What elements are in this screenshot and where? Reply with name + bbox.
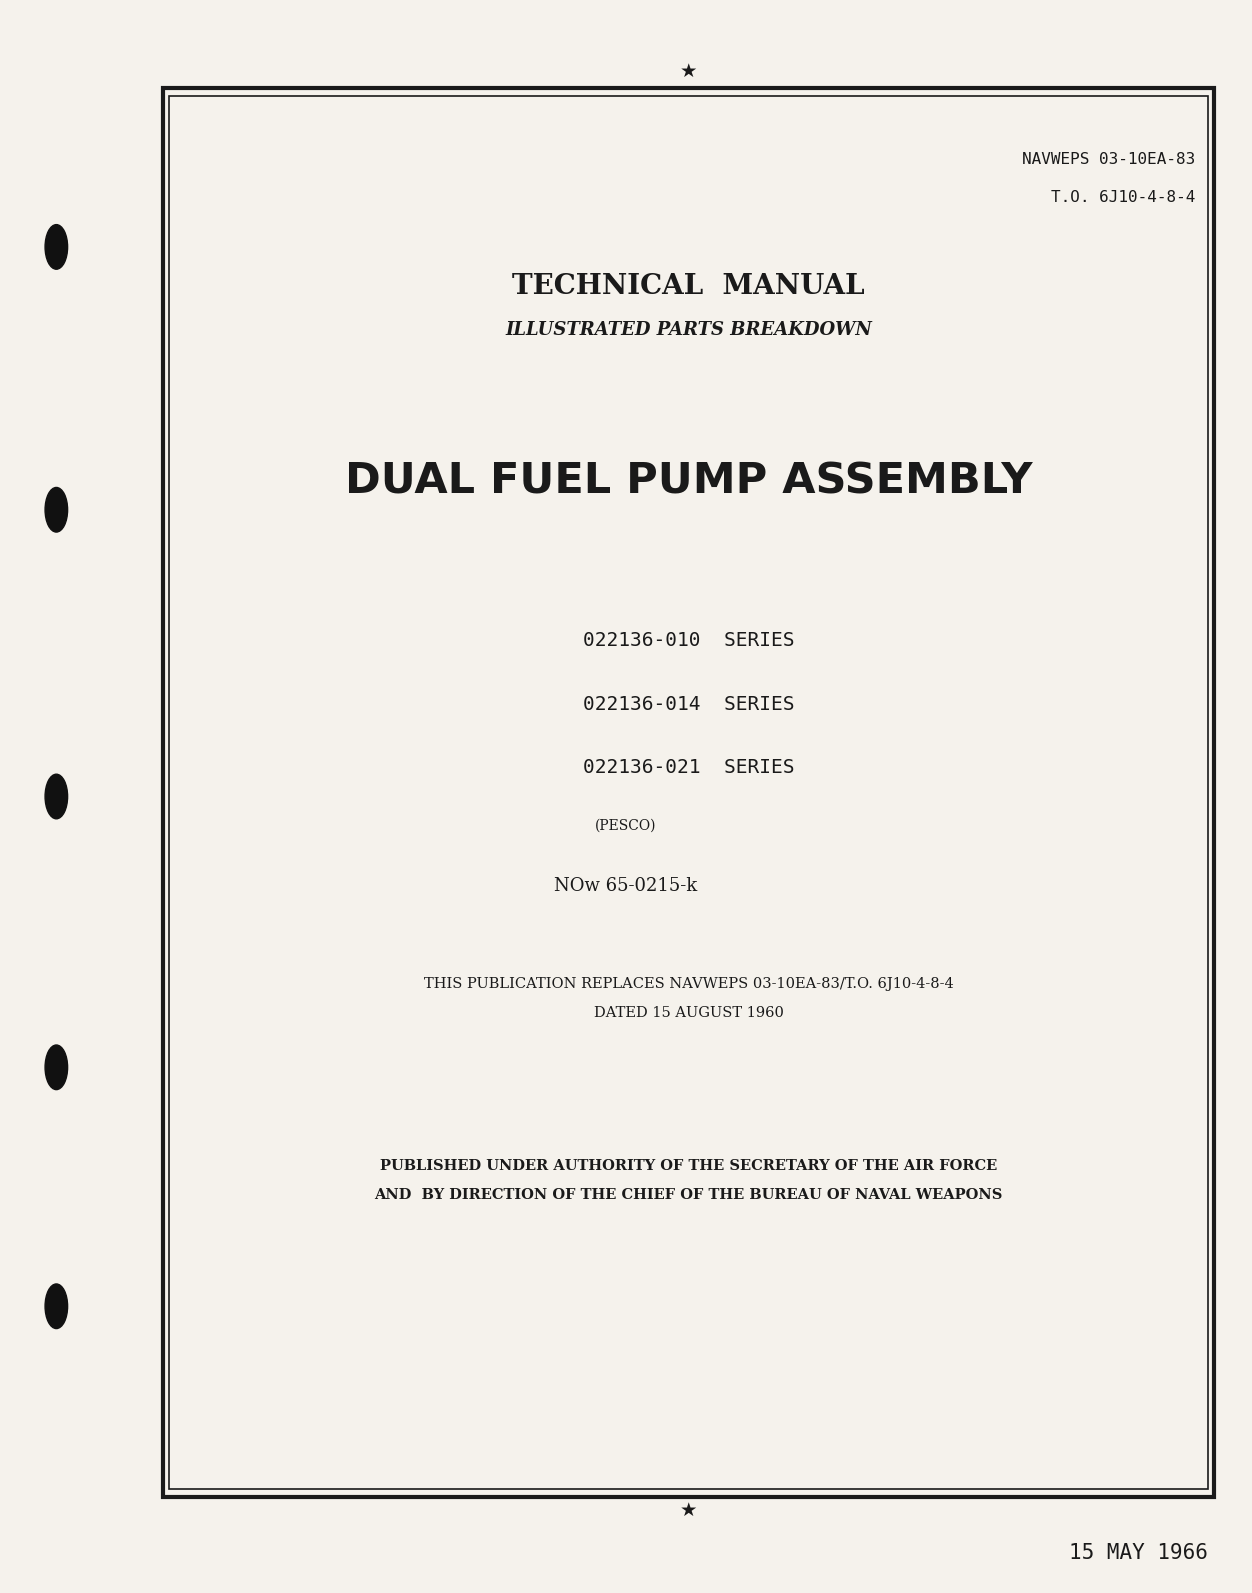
Ellipse shape (45, 487, 68, 532)
Text: 022136-021  SERIES: 022136-021 SERIES (583, 758, 794, 777)
Ellipse shape (45, 1284, 68, 1329)
Text: ILLUSTRATED PARTS BREAKDOWN: ILLUSTRATED PARTS BREAKDOWN (505, 320, 873, 339)
Text: DATED 15 AUGUST 1960: DATED 15 AUGUST 1960 (593, 1007, 784, 1020)
Ellipse shape (45, 774, 68, 819)
Text: (PESCO): (PESCO) (595, 819, 657, 832)
Text: 15 MAY 1966: 15 MAY 1966 (1069, 1544, 1208, 1563)
Text: PUBLISHED UNDER AUTHORITY OF THE SECRETARY OF THE AIR FORCE: PUBLISHED UNDER AUTHORITY OF THE SECRETA… (379, 1160, 998, 1172)
Text: AND  BY DIRECTION OF THE CHIEF OF THE BUREAU OF NAVAL WEAPONS: AND BY DIRECTION OF THE CHIEF OF THE BUR… (374, 1188, 1003, 1201)
Ellipse shape (45, 225, 68, 269)
Bar (169, 96, 1208, 1489)
Text: TECHNICAL  MANUAL: TECHNICAL MANUAL (512, 274, 865, 299)
Text: 022136-014  SERIES: 022136-014 SERIES (583, 695, 794, 714)
Text: T.O. 6J10-4-8-4: T.O. 6J10-4-8-4 (1052, 190, 1196, 205)
Text: 022136-010  SERIES: 022136-010 SERIES (583, 631, 794, 650)
Text: DUAL FUEL PUMP ASSEMBLY: DUAL FUEL PUMP ASSEMBLY (344, 460, 1033, 502)
Text: NAVWEPS 03-10EA-83: NAVWEPS 03-10EA-83 (1023, 151, 1196, 167)
Bar (163, 88, 1214, 1497)
Text: ★: ★ (680, 62, 697, 81)
Text: ★: ★ (680, 1501, 697, 1520)
Text: NOw 65-0215-k: NOw 65-0215-k (555, 876, 697, 895)
Ellipse shape (45, 1045, 68, 1090)
Text: THIS PUBLICATION REPLACES NAVWEPS 03-10EA-83/T.O. 6J10-4-8-4: THIS PUBLICATION REPLACES NAVWEPS 03-10E… (423, 978, 954, 991)
